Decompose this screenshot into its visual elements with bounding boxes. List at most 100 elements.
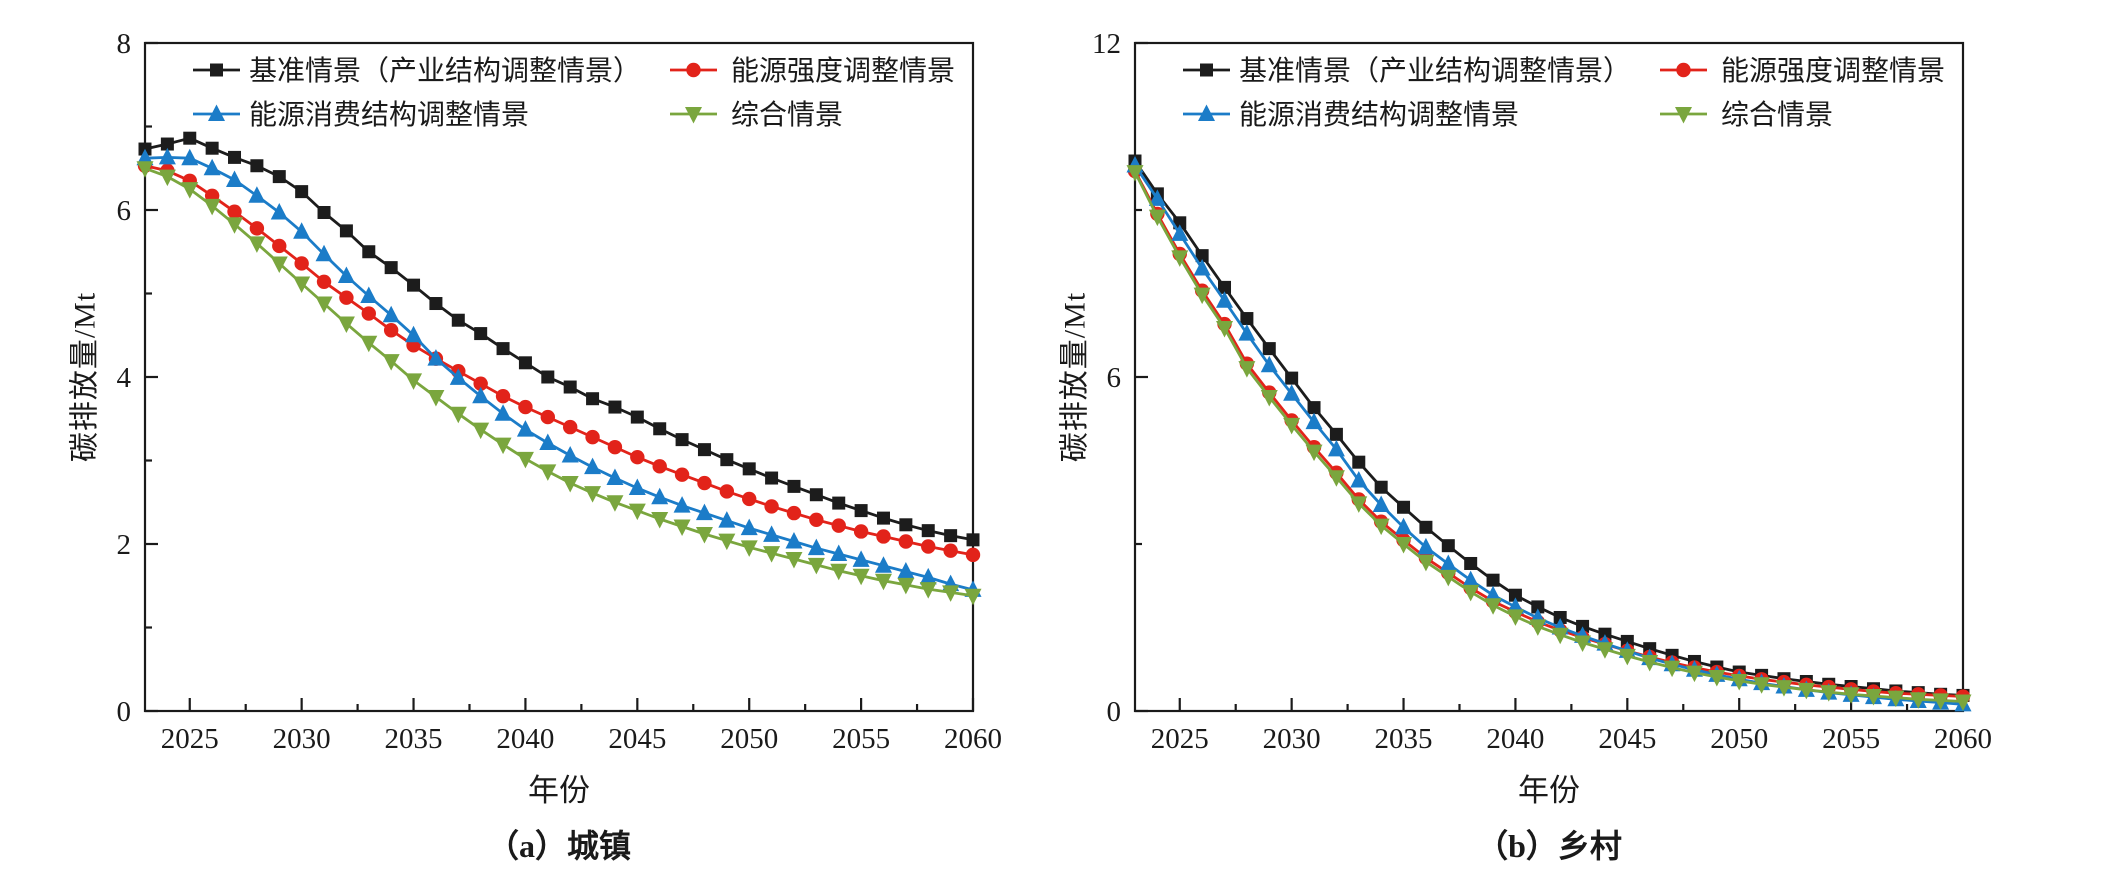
marker-triangle-down-icon xyxy=(1730,673,1748,691)
marker-square-icon xyxy=(876,511,890,525)
marker-circle-icon xyxy=(473,376,488,391)
marker-triangle-up-icon xyxy=(382,305,400,323)
marker-triangle-up-icon xyxy=(1171,224,1189,241)
y-axis-title: 碳排放量/Mt xyxy=(1059,292,1092,462)
marker-triangle-up-icon xyxy=(472,386,490,404)
marker-circle-icon xyxy=(495,389,511,404)
legend-circle-icon xyxy=(686,62,701,78)
marker-square-icon xyxy=(183,131,197,145)
legend-triangle-up-icon xyxy=(1198,104,1215,121)
marker-triangle-down-icon xyxy=(449,406,467,424)
y-tick-label: 6 xyxy=(117,195,132,227)
marker-circle-icon xyxy=(674,467,690,482)
y-axis-ticks: 0 2 4 6 8 xyxy=(117,28,158,728)
marker-triangle-up-icon xyxy=(628,478,646,496)
marker-square-icon xyxy=(160,137,174,151)
marker-circle-icon xyxy=(562,419,578,435)
marker-square-icon xyxy=(1464,556,1478,570)
marker-circle-icon xyxy=(831,518,846,533)
marker-square-icon xyxy=(1262,342,1276,356)
marker-triangle-up-icon xyxy=(1350,471,1368,488)
marker-square-icon xyxy=(944,529,958,543)
y-tick-label: 0 xyxy=(1107,696,1122,728)
marker-square-icon xyxy=(787,479,801,493)
marker-square-icon xyxy=(1285,371,1299,385)
legend-label: 能源强度调整情景 xyxy=(1721,55,1945,87)
marker-circle-icon xyxy=(339,290,354,305)
marker-triangle-down-icon xyxy=(1506,609,1524,626)
x-tick-label: 2025 xyxy=(1151,723,1209,755)
y-tick-label: 6 xyxy=(1107,362,1122,394)
marker-triangle-up-icon xyxy=(449,368,467,385)
marker-circle-icon xyxy=(272,238,287,254)
marker-triangle-down-icon xyxy=(494,437,512,455)
marker-circle-icon xyxy=(719,484,735,499)
marker-square-icon xyxy=(451,313,465,327)
legend-square-icon xyxy=(1200,63,1213,77)
marker-triangle-down-icon xyxy=(695,526,713,544)
marker-square-icon xyxy=(474,327,488,341)
marker-square-icon xyxy=(496,342,510,356)
marker-square-icon xyxy=(228,150,242,164)
legend-item-energy-intensity: 能源强度调整情景 xyxy=(670,55,955,87)
marker-triangle-up-icon xyxy=(785,531,803,549)
legend-item-comprehensive: 综合情景 xyxy=(1660,99,1833,131)
marker-triangle-up-icon xyxy=(136,148,154,166)
y-tick-label: 12 xyxy=(1092,28,1121,60)
x-axis-title: 年份 xyxy=(528,773,590,808)
x-tick-label: 2040 xyxy=(1486,723,1544,755)
marker-triangle-down-icon xyxy=(1820,685,1838,702)
marker-triangle-down-icon xyxy=(203,198,221,216)
marker-triangle-up-icon xyxy=(897,562,915,579)
y-tick-label: 2 xyxy=(117,529,132,561)
marker-triangle-up-icon xyxy=(830,544,848,562)
marker-triangle-down-icon xyxy=(1305,444,1323,462)
marker-triangle-down-icon xyxy=(1864,688,1882,706)
x-axis-ticks: 2025 2030 2035 2040 2045 2050 2055 2060 xyxy=(1151,698,1992,755)
marker-triangle-up-icon xyxy=(651,487,669,505)
marker-triangle-down-icon xyxy=(1596,642,1614,659)
marker-triangle-down-icon xyxy=(874,573,892,591)
marker-triangle-up-icon xyxy=(539,433,557,450)
marker-triangle-down-icon xyxy=(1484,598,1502,615)
x-tick-label: 2045 xyxy=(1598,723,1656,755)
marker-triangle-down-icon xyxy=(1439,569,1457,587)
marker-square-icon xyxy=(586,392,600,406)
legend-item-baseline: 基准情景（产业结构调整情景） xyxy=(1183,55,1631,87)
marker-triangle-down-icon xyxy=(919,582,937,599)
marker-triangle-down-icon xyxy=(1663,660,1681,678)
marker-triangle-up-icon xyxy=(494,404,512,421)
marker-square-icon xyxy=(1329,427,1343,441)
marker-square-icon xyxy=(1419,520,1433,534)
marker-triangle-down-icon xyxy=(1260,390,1278,407)
marker-triangle-up-icon xyxy=(874,556,892,573)
marker-square-icon xyxy=(384,261,398,275)
marker-triangle-down-icon xyxy=(1238,361,1256,378)
marker-square-icon xyxy=(1531,600,1545,614)
y-tick-label: 4 xyxy=(117,362,132,394)
legend-item-energy-intensity: 能源强度调整情景 xyxy=(1660,55,1945,87)
marker-triangle-down-icon xyxy=(785,552,803,569)
marker-circle-icon xyxy=(249,221,265,236)
marker-triangle-down-icon xyxy=(584,486,602,503)
series-markers-comprehensive xyxy=(1126,165,1972,712)
marker-square-icon xyxy=(541,370,555,384)
x-tick-label: 2035 xyxy=(385,723,443,755)
marker-square-icon xyxy=(563,380,577,394)
marker-triangle-down-icon xyxy=(1148,209,1166,227)
marker-triangle-up-icon xyxy=(1216,291,1234,308)
marker-square-icon xyxy=(295,185,309,199)
marker-circle-icon xyxy=(742,491,757,507)
marker-triangle-down-icon xyxy=(360,335,378,353)
marker-triangle-down-icon xyxy=(852,568,870,586)
marker-triangle-up-icon xyxy=(1148,189,1166,206)
x-tick-label: 2055 xyxy=(832,723,890,755)
legend-label: 能源消费结构调整情景 xyxy=(249,99,529,131)
x-tick-label: 2050 xyxy=(720,723,778,755)
marker-triangle-up-icon xyxy=(584,457,602,475)
x-tick-label: 2060 xyxy=(1934,723,1992,755)
marker-square-icon xyxy=(742,462,756,476)
marker-triangle-down-icon xyxy=(472,422,490,440)
marker-triangle-down-icon xyxy=(718,533,736,551)
